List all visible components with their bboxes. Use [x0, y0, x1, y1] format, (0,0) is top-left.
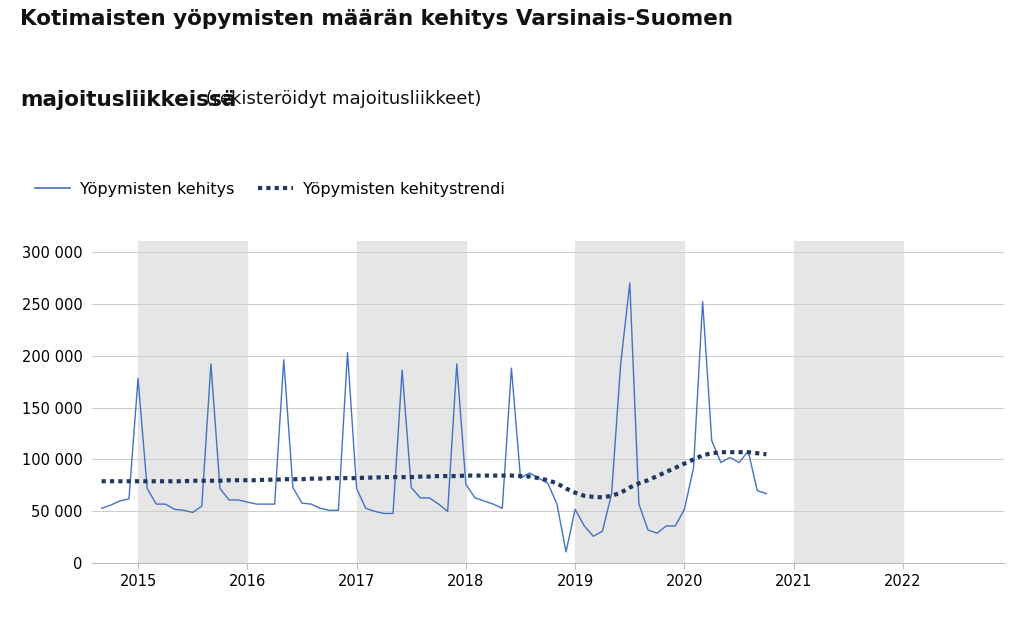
- Bar: [575, 241, 684, 563]
- Bar: [356, 241, 466, 563]
- Text: (rekisteröidyt majoitusliikkeet): (rekisteröidyt majoitusliikkeet): [200, 90, 481, 108]
- Bar: [138, 241, 248, 563]
- Legend: Yöpymisten kehitys, Yöpymisten kehitystrendi: Yöpymisten kehitys, Yöpymisten kehitystr…: [29, 175, 511, 203]
- Text: Kotimaisten yöpymisten määrän kehitys Varsinais-Suomen: Kotimaisten yöpymisten määrän kehitys Va…: [20, 9, 733, 29]
- Bar: [794, 241, 903, 563]
- Text: majoitusliikkeissä: majoitusliikkeissä: [20, 90, 237, 110]
